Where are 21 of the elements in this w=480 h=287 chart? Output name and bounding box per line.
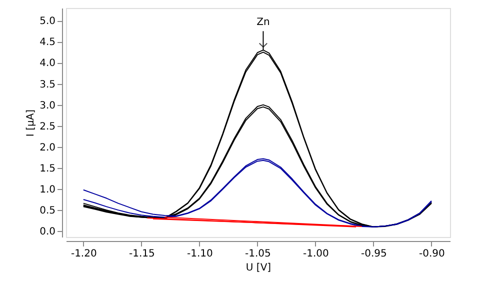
x-tick-label: -1.00 [302,248,329,260]
x-axis-title: U [V] [246,262,272,274]
x-tick-label: -1.20 [70,248,97,260]
x-tick-label: -1.15 [128,248,155,260]
y-tick-label: 5.0 [40,16,56,28]
x-tick-label: -0.90 [419,248,445,260]
y-tick-label: 0.0 [40,226,56,238]
y-tick-label: 4.5 [40,37,56,48]
y-tick-label: 3.5 [40,79,56,90]
x-tick-label: -0.95 [360,248,387,260]
x-tick-label: -1.05 [244,248,271,260]
y-axis-title: I [µA] [26,109,37,137]
y-tick-label: 1.0 [40,184,56,196]
y-tick-label: 2.5 [40,121,56,132]
y-tick-label: 2.0 [40,142,56,154]
y-tick-label: 4.0 [40,58,56,70]
y-tick-label: 3.0 [40,100,56,112]
annotation: Zn [256,17,270,28]
x-tick-label: -1.10 [186,248,213,260]
y-tick-label: 1.5 [40,163,56,174]
y-tick-label: 0.5 [40,206,56,217]
